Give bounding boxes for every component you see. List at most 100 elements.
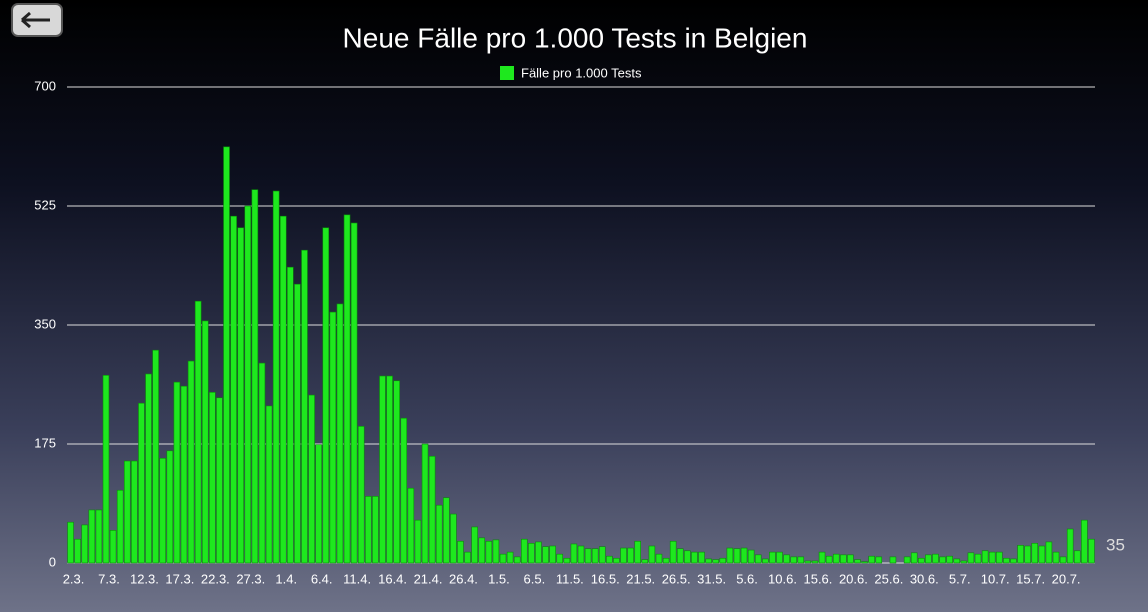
bar xyxy=(861,561,868,564)
bar xyxy=(733,548,741,564)
bar xyxy=(1045,541,1053,564)
bar xyxy=(570,543,578,564)
bar xyxy=(655,553,663,564)
x-tick-label: 30.6. xyxy=(910,571,939,586)
bar xyxy=(265,405,273,564)
bar xyxy=(754,554,762,564)
bar xyxy=(528,542,535,564)
bar xyxy=(216,397,223,564)
bar xyxy=(499,553,507,564)
x-tick-label: 1.5. xyxy=(488,571,510,586)
bar xyxy=(145,373,152,564)
bar xyxy=(421,443,429,564)
bar xyxy=(251,189,259,564)
bar xyxy=(577,545,585,564)
bar xyxy=(1052,551,1060,564)
bar xyxy=(939,556,946,564)
x-tick-label: 11.4. xyxy=(343,571,371,586)
bar xyxy=(287,266,294,564)
bar xyxy=(159,457,166,564)
last-value-label: 35 xyxy=(1106,535,1125,554)
x-tick-label: 22.3. xyxy=(201,571,230,586)
bar xyxy=(123,460,131,564)
bar xyxy=(343,214,351,564)
bar xyxy=(903,556,911,564)
bar xyxy=(1088,538,1095,564)
bar xyxy=(244,205,252,564)
bar xyxy=(428,455,436,564)
x-tick-label: 21.4. xyxy=(414,571,443,586)
bar xyxy=(478,537,486,564)
bar xyxy=(1059,556,1067,564)
bar xyxy=(988,551,996,564)
bar xyxy=(627,547,634,564)
bar xyxy=(1038,545,1046,564)
bar xyxy=(946,555,953,564)
bar xyxy=(180,385,188,564)
x-tick-label: 16.5. xyxy=(591,571,620,586)
back-button[interactable] xyxy=(11,3,63,37)
bar xyxy=(407,487,415,564)
bar xyxy=(471,526,478,564)
y-tick-label: 0 xyxy=(49,554,56,569)
bar xyxy=(918,557,925,564)
bar xyxy=(641,559,649,564)
bar xyxy=(166,450,174,564)
bar xyxy=(393,380,400,564)
bar xyxy=(521,538,528,564)
x-tick-label: 11.5. xyxy=(556,571,584,586)
bar xyxy=(698,551,705,564)
bar xyxy=(910,552,918,564)
bar xyxy=(308,394,315,564)
bar xyxy=(606,555,613,564)
bar xyxy=(485,540,493,564)
bar xyxy=(131,460,138,564)
bar xyxy=(1073,550,1081,564)
bar xyxy=(676,548,684,564)
bar xyxy=(889,556,897,564)
bar xyxy=(684,550,691,564)
bar xyxy=(315,444,322,564)
bar xyxy=(95,509,103,564)
bar xyxy=(209,392,216,564)
x-tick-label: 26.4. xyxy=(449,571,478,586)
bar xyxy=(513,556,521,564)
bar xyxy=(350,222,358,564)
bar xyxy=(237,227,244,564)
bar xyxy=(457,540,464,564)
bar xyxy=(301,249,308,564)
y-tick-label: 350 xyxy=(34,316,56,331)
bar xyxy=(109,530,117,564)
bar xyxy=(450,513,457,564)
x-tick-label: 10.6. xyxy=(768,571,797,586)
x-tick-label: 15.7. xyxy=(1016,571,1045,586)
bar xyxy=(783,554,790,564)
x-tick-label: 21.5. xyxy=(626,571,655,586)
bar xyxy=(662,557,670,564)
bar xyxy=(747,549,755,564)
bar xyxy=(648,545,656,564)
bar xyxy=(804,560,812,564)
bar xyxy=(613,557,620,564)
bar xyxy=(598,546,606,564)
bar xyxy=(272,190,280,564)
bar xyxy=(719,557,727,564)
bar xyxy=(443,497,450,564)
bar xyxy=(116,489,124,564)
x-tick-label: 16.4. xyxy=(378,571,407,586)
bar xyxy=(372,496,379,564)
x-tick-label: 20.7. xyxy=(1052,571,1081,586)
bar xyxy=(797,556,805,564)
bar xyxy=(953,558,961,564)
bar xyxy=(400,417,408,564)
x-tick-label: 7.3. xyxy=(98,571,120,586)
bar xyxy=(974,553,982,564)
x-tick-label: 2.3. xyxy=(63,571,85,586)
x-tick-label: 15.6. xyxy=(803,571,832,586)
x-tick-label: 5.7. xyxy=(949,571,971,586)
bar xyxy=(840,554,847,564)
bar xyxy=(542,546,549,564)
bar xyxy=(620,547,627,564)
bar xyxy=(563,557,571,564)
